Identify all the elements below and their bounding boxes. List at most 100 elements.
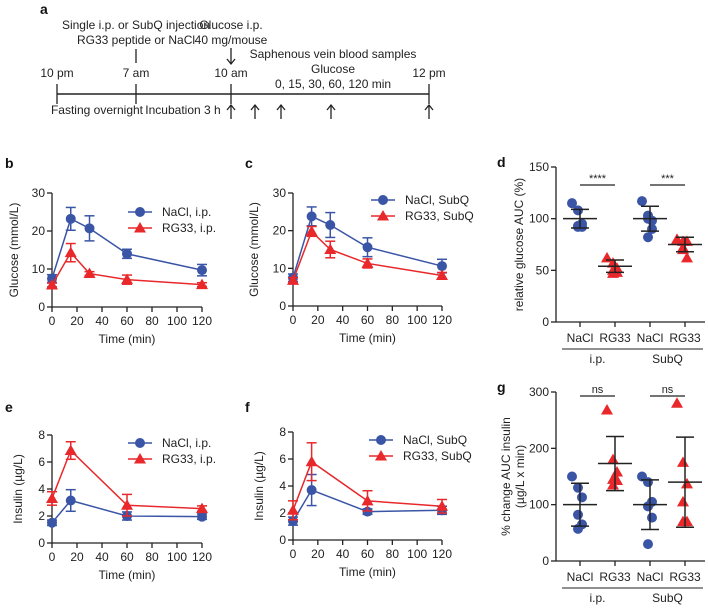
- y-tick-label: 0: [279, 299, 286, 313]
- x-axis-label: Time (min): [339, 331, 396, 345]
- category-label: RG33: [669, 331, 701, 345]
- legend-marker: [378, 195, 388, 205]
- data-point: [64, 444, 77, 456]
- legend-marker: [135, 207, 145, 217]
- x-tick-label: 80: [145, 314, 159, 328]
- legend-marker: [375, 450, 387, 461]
- x-tick-label: 60: [120, 314, 134, 328]
- series-triangle: [46, 441, 208, 517]
- significance-label: ****: [589, 173, 607, 185]
- data-point: [607, 478, 619, 490]
- group-label: i.p.: [589, 352, 605, 366]
- data-point: [601, 404, 613, 415]
- x-tick-label: 40: [95, 314, 109, 328]
- x-tick-label: 80: [386, 313, 400, 327]
- y-axis-label: Insulin (µg/L): [252, 451, 266, 521]
- time-12pm: 12 pm: [412, 66, 445, 80]
- group-nacl-subq: [633, 471, 667, 550]
- x-tick-label: 120: [432, 313, 452, 327]
- significance-label: ns: [662, 384, 674, 396]
- data-point: [681, 235, 693, 246]
- panel-c: c 0 10 20 30 0 20 40 60 80 100 120 Time (min) Glucose…: [245, 155, 474, 345]
- panel-letter-f: f: [245, 399, 250, 415]
- sampling-arrows-icon: [226, 103, 434, 119]
- panel-letter-d: d: [497, 154, 506, 170]
- data-point: [643, 539, 653, 550]
- x-tick-label: 100: [167, 550, 187, 564]
- data-point: [573, 482, 583, 493]
- significance-label: ns: [592, 384, 604, 396]
- series-line: [292, 460, 443, 511]
- y-tick-label: 0: [542, 315, 549, 329]
- glucose-injection-arrow-icon: [226, 48, 236, 66]
- group-label: SubQ: [652, 591, 683, 605]
- data-point: [196, 502, 208, 514]
- data-point: [361, 494, 374, 506]
- series-triangle: [287, 442, 448, 521]
- x-tick-label: 0: [49, 314, 56, 328]
- data-point: [567, 198, 577, 209]
- data-point: [436, 269, 448, 280]
- data-point: [47, 517, 57, 528]
- panel-letter-a: a: [40, 1, 48, 17]
- data-point: [677, 515, 689, 527]
- y-tick-label: 20: [273, 224, 287, 238]
- legend-label: NaCl, SubQ: [403, 433, 467, 447]
- glucose-label-1: Glucose i.p.: [199, 18, 262, 32]
- x-axis-label: Time (min): [99, 568, 156, 582]
- series-triangle: [46, 242, 208, 290]
- legend-item: NaCl, i.p.: [128, 436, 211, 450]
- data-point: [197, 265, 207, 276]
- x-tick-label: 100: [167, 314, 187, 328]
- series-line: [292, 489, 443, 522]
- y-tick-label: 8: [279, 425, 286, 439]
- legend-label: RG33, SubQ: [405, 209, 474, 223]
- x-tick-label: 40: [336, 547, 350, 561]
- glucose-label-2: 40 mg/mouse: [195, 33, 268, 47]
- y-tick-label: 8: [38, 428, 45, 442]
- legend-marker: [377, 210, 389, 221]
- y-tick-label: 6: [38, 455, 45, 469]
- data-point: [681, 477, 693, 489]
- data-point: [324, 243, 337, 254]
- y-tick-label: 300: [529, 385, 549, 399]
- x-tick-label: 60: [120, 550, 134, 564]
- data-point: [361, 257, 374, 268]
- data-point: [197, 511, 207, 522]
- mean-sd-bar: [563, 482, 597, 527]
- y-axis-label: Insulin (µg/L): [11, 454, 25, 524]
- category-label: NaCl: [637, 570, 664, 584]
- data-point: [65, 495, 76, 506]
- category-label: NaCl: [637, 331, 664, 345]
- mean-sd-bar: [633, 205, 667, 232]
- panel-a-timeline: a Single i.p. or SubQ injection RG33 pep…: [40, 1, 446, 119]
- data-point: [573, 509, 583, 520]
- y-tick-label: 30: [273, 186, 287, 200]
- data-point: [306, 485, 317, 496]
- time-10pm: 10 pm: [40, 66, 73, 80]
- y-tick-label: 150: [529, 160, 549, 174]
- y-axis-label-units: (µg/L x min): [513, 445, 527, 508]
- legend-label: RG33, i.p.: [162, 452, 216, 466]
- x-tick-label: 60: [361, 547, 375, 561]
- data-point: [287, 504, 299, 515]
- x-tick-label: 60: [361, 313, 375, 327]
- data-point: [305, 225, 318, 236]
- y-tick-label: 0: [542, 554, 549, 568]
- category-label: RG33: [599, 331, 631, 345]
- timeline-ticks: [56, 49, 430, 104]
- panel-d: d 0 50 100 150 NaCl RG33 NaCl RG33 i.p. **** SubQ **…: [497, 154, 705, 366]
- legend-item: NaCl, i.p.: [128, 205, 211, 219]
- mean-sd-bar: [668, 236, 702, 253]
- mean-sd-bar: [633, 479, 667, 531]
- y-tick-label: 0: [279, 533, 286, 547]
- x-tick-label: 120: [192, 314, 212, 328]
- x-tick-label: 0: [290, 313, 297, 327]
- data-point: [643, 501, 653, 512]
- x-tick-label: 20: [70, 550, 84, 564]
- samples-label-3: 0, 15, 30, 60, 120 min: [275, 77, 391, 91]
- x-tick-label: 100: [407, 547, 427, 561]
- data-point: [607, 453, 619, 465]
- data-point: [573, 220, 583, 231]
